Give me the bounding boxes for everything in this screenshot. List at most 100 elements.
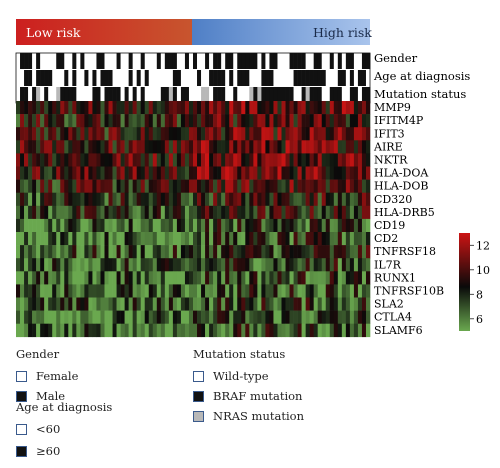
- heatmap-cell: [293, 218, 298, 233]
- heatmap-cell: [333, 218, 339, 233]
- heatmap-cell: [205, 323, 210, 338]
- heatmap-cell: [345, 140, 351, 154]
- heatmap-cell: [265, 271, 270, 285]
- heatmap-cell: [221, 323, 226, 338]
- annot-label-mutation: Mutation status: [374, 87, 466, 101]
- heatmap-cell: [84, 114, 89, 128]
- annotation-cell: [261, 70, 266, 86]
- heatmap-cell: [140, 127, 146, 141]
- heatmap-cell: [281, 166, 286, 180]
- heatmap-cell: [233, 127, 238, 141]
- heatmap-cell: [88, 232, 93, 246]
- heatmap-cell: [116, 284, 121, 298]
- heatmap-cell: [217, 101, 222, 115]
- heatmap-cell: [56, 271, 61, 285]
- heatmap-cell: [144, 323, 150, 338]
- heatmap-cell: [197, 271, 202, 285]
- legend-item-braf: BRAF mutation: [193, 387, 304, 405]
- heatmap-cell: [289, 101, 294, 115]
- annotation-cell: [16, 53, 21, 69]
- heatmap-cell: [253, 179, 258, 193]
- female-swatch: [16, 370, 27, 382]
- annotation-cell: [88, 87, 93, 103]
- heatmap-cell: [72, 192, 77, 207]
- heatmap-cell: [209, 297, 214, 311]
- heatmap-cell: [24, 192, 29, 207]
- heatmap-cell: [176, 297, 182, 311]
- annotation-cell: [84, 87, 89, 103]
- legend-under60-label: <60: [36, 422, 61, 436]
- annotation-cell: [317, 53, 323, 69]
- heatmap-cell: [353, 153, 359, 167]
- annotation-cell: [184, 70, 190, 86]
- heatmap-cell: [124, 101, 129, 115]
- heatmap-cell: [132, 310, 137, 324]
- heatmap-cell: [40, 218, 45, 233]
- heatmap-cell: [209, 271, 214, 285]
- legend-mutation-title: Mutation status: [193, 347, 286, 361]
- heatmap-cell: [233, 140, 238, 154]
- heatmap-cell: [273, 114, 278, 128]
- annotation-cell: [176, 87, 182, 103]
- heatmap-cell: [140, 258, 146, 272]
- heatmap-cell: [116, 245, 121, 259]
- heatmap-cell: [72, 258, 77, 272]
- annotation-cell: [213, 53, 218, 69]
- heatmap-cell: [261, 245, 266, 259]
- heatmap-cell: [229, 297, 234, 311]
- annotation-cell: [96, 87, 101, 103]
- annotation-cell: [205, 87, 210, 103]
- heatmap-cell: [357, 205, 363, 220]
- heatmap-cell: [297, 101, 302, 115]
- annotation-cell: [337, 70, 343, 86]
- heatmap-cell: [92, 179, 97, 193]
- heatmap-cell: [72, 245, 77, 259]
- heatmap-cell: [365, 166, 371, 180]
- heatmap-cell: [84, 284, 89, 298]
- heatmap-cell: [193, 179, 198, 193]
- heatmap-cell: [176, 232, 182, 246]
- heatmap-cell: [112, 192, 117, 207]
- heatmap-cell: [285, 297, 290, 311]
- heatmap-cell: [285, 271, 290, 285]
- heatmap-cell: [180, 205, 186, 220]
- heatmap-cell: [104, 258, 109, 272]
- heatmap-cell: [56, 166, 61, 180]
- heatmap-cell: [52, 101, 57, 115]
- heatmap-cell: [168, 297, 174, 311]
- heatmap-cell: [164, 218, 170, 233]
- heatmap-cell: [229, 179, 234, 193]
- heatmap-cell: [353, 140, 359, 154]
- heatmap-cell: [345, 323, 351, 338]
- annotation-cell: [176, 53, 182, 69]
- annotation-cell: [116, 53, 121, 69]
- heatmap-cell: [64, 166, 69, 180]
- heatmap-cell: [112, 101, 117, 115]
- heatmap-cell: [44, 140, 49, 154]
- heatmap-cell: [164, 140, 170, 154]
- heatmap-cell: [44, 271, 49, 285]
- heatmap-cell: [132, 166, 137, 180]
- heatmap-cell: [104, 127, 109, 141]
- heatmap-cell: [96, 192, 101, 207]
- annotation-cell: [120, 87, 125, 103]
- heatmap-cell: [221, 192, 226, 207]
- heatmap-cell: [201, 140, 206, 154]
- heatmap-cell: [289, 232, 294, 246]
- heatmap-cell: [261, 114, 266, 128]
- heatmap-cell: [361, 153, 367, 167]
- heatmap-cell: [92, 297, 97, 311]
- annotation-cell: [116, 70, 121, 86]
- heatmap-cell: [353, 127, 359, 141]
- heatmap-cell: [64, 284, 69, 298]
- heatmap-cell: [357, 127, 363, 141]
- heatmap-cell: [233, 297, 238, 311]
- heatmap-cell: [269, 166, 274, 180]
- heatmap-cell: [88, 258, 93, 272]
- heatmap-cell: [76, 310, 81, 324]
- heatmap-cell: [261, 271, 266, 285]
- annotation-cell: [213, 87, 218, 103]
- heatmap-cell: [40, 232, 45, 246]
- heatmap-cell: [201, 271, 206, 285]
- heatmap-cell: [24, 310, 29, 324]
